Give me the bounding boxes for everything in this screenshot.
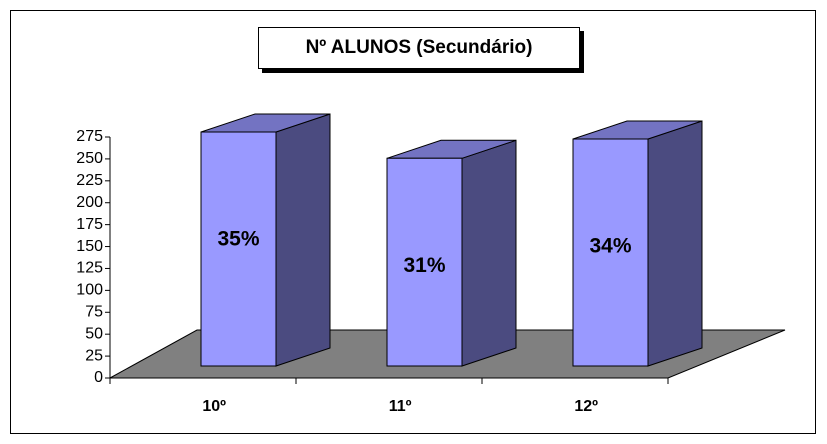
x-tick-label: 10º (202, 398, 226, 415)
y-tick-label: 50 (85, 325, 103, 342)
bar-front (572, 138, 649, 367)
bar-front (200, 131, 277, 367)
y-tick-label: 200 (76, 194, 103, 211)
x-tick-label: 12º (574, 398, 598, 415)
bar-side (461, 139, 517, 367)
y-tick-label: 25 (85, 347, 103, 364)
bar-side (275, 113, 331, 367)
title-box (258, 27, 580, 69)
y-tick-label: 150 (76, 238, 103, 255)
bar (200, 113, 331, 367)
bar-side (647, 120, 703, 367)
y-tick-label: 100 (76, 282, 103, 299)
data-label: 34% (589, 235, 631, 258)
y-tick-label: 125 (76, 260, 103, 277)
data-label: 35% (217, 228, 259, 251)
bar (386, 139, 517, 367)
chart-title: Nº ALUNOS (Secundário) (306, 37, 533, 58)
x-tick-label: 11º (389, 398, 412, 415)
y-tick-label: 225 (76, 172, 103, 189)
bar-front (386, 157, 463, 367)
bar (572, 120, 703, 367)
y-tick-label: 250 (76, 150, 103, 167)
y-tick-label: 275 (76, 128, 103, 145)
y-tick-label: 0 (94, 369, 103, 386)
y-tick-label: 175 (76, 216, 103, 233)
data-label: 31% (403, 254, 445, 277)
y-tick-label: 75 (85, 303, 103, 320)
